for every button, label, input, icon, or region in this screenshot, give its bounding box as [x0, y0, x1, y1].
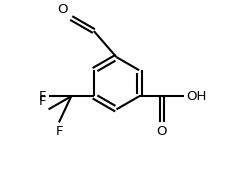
Text: O: O	[57, 4, 68, 16]
Text: F: F	[39, 95, 47, 108]
Text: F: F	[39, 90, 47, 103]
Text: F: F	[56, 125, 64, 138]
Text: O: O	[157, 125, 167, 138]
Text: OH: OH	[186, 90, 207, 103]
